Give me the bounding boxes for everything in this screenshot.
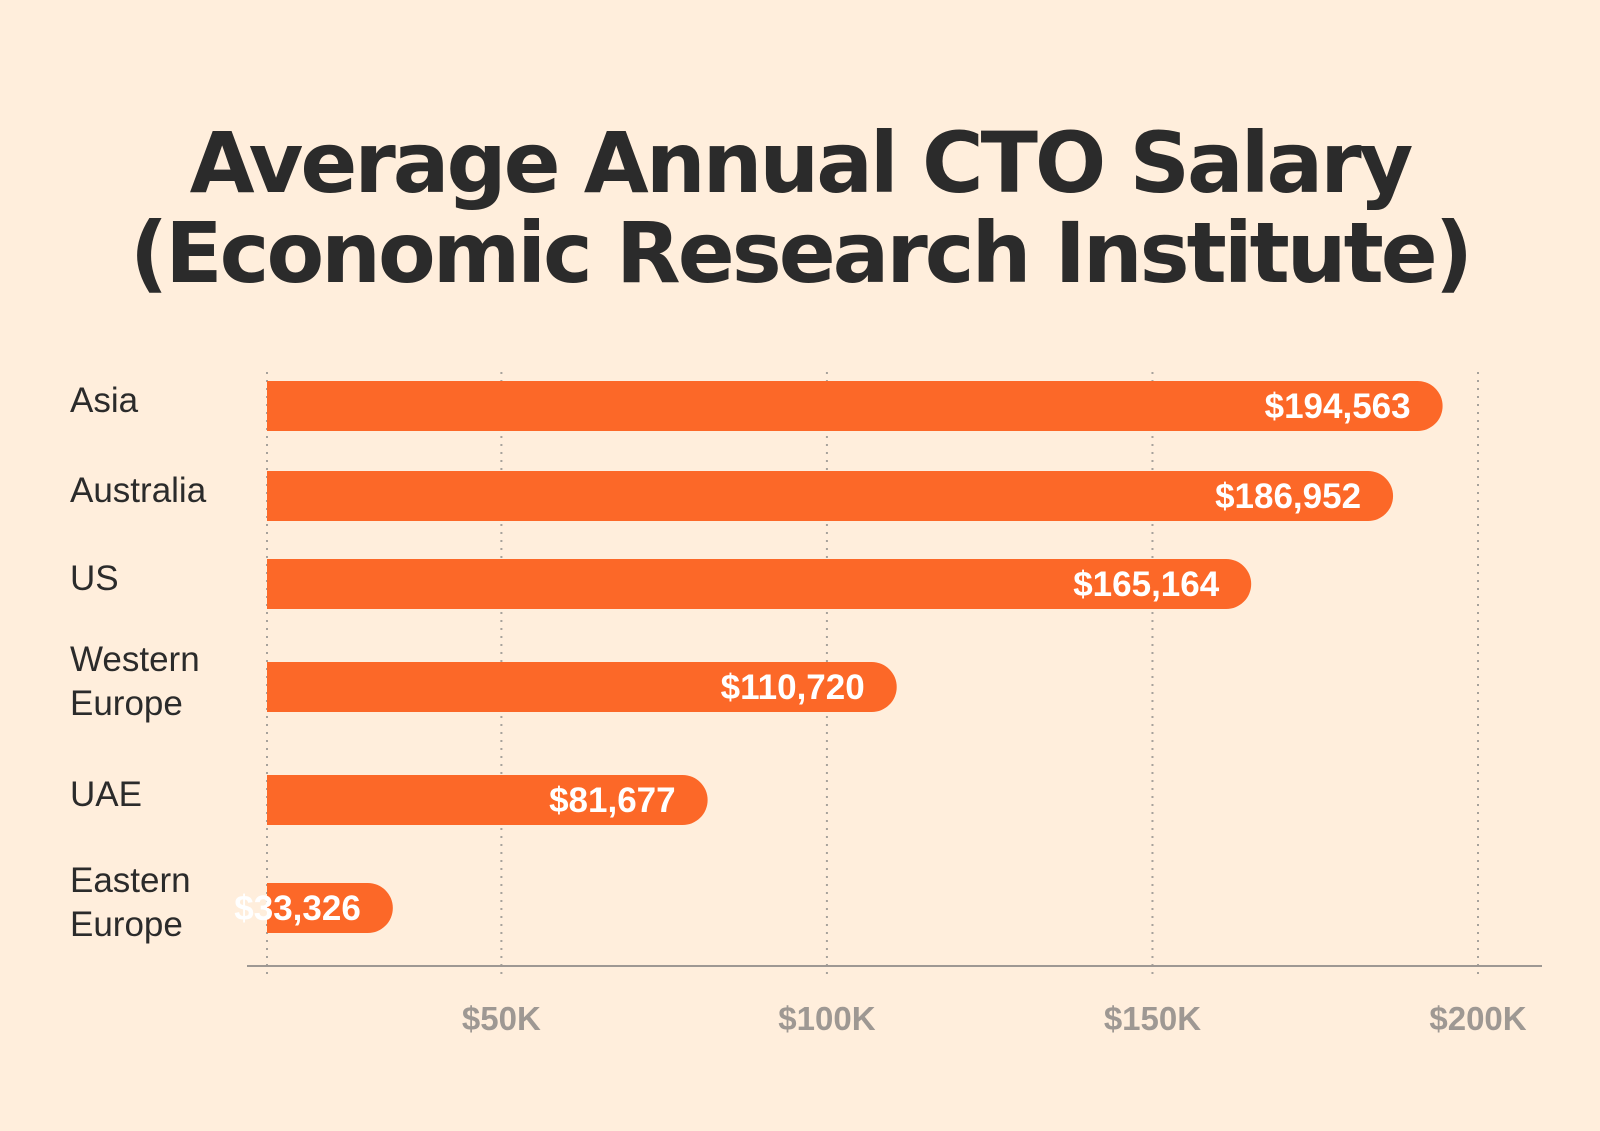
chart-title-line-1: Average Annual CTO Salary — [189, 114, 1414, 212]
bar-value-label: $81,677 — [549, 781, 676, 820]
category-label: Asia — [70, 379, 138, 423]
bar — [267, 775, 708, 825]
category-label-line: Europe — [70, 905, 183, 944]
x-tick-label: $150K — [1103, 1000, 1202, 1037]
x-tick-label: $200K — [1429, 1000, 1527, 1037]
category-label: US — [70, 557, 119, 601]
category-label-line: Asia — [70, 381, 139, 420]
category-label-line: Australia — [70, 471, 207, 510]
bar-value-label: $194,563 — [1265, 387, 1411, 426]
bar-value-label: $110,720 — [721, 668, 865, 707]
x-tick-label: $100K — [778, 1000, 876, 1037]
category-label-line: Western — [70, 640, 200, 679]
bar — [267, 471, 1394, 521]
bar — [267, 662, 897, 712]
category-label-line: Eastern — [70, 861, 191, 900]
bar-value-label: $33,326 — [234, 889, 361, 928]
category-label-line: UAE — [70, 775, 142, 814]
category-label-line: US — [70, 559, 119, 598]
chart-title: Average Annual CTO Salary (Economic Rese… — [0, 118, 1600, 298]
category-label: Australia — [70, 469, 206, 513]
category-label: Western Europe — [70, 638, 200, 726]
chart-title-line-2: (Economic Research Institute) — [129, 204, 1473, 302]
bar-value-label: $165,164 — [1073, 565, 1220, 604]
category-label-line: Europe — [70, 684, 183, 723]
bar — [267, 883, 393, 933]
bar — [267, 381, 1443, 431]
bar-value-label: $186,952 — [1215, 477, 1361, 516]
category-label: UAE — [70, 773, 142, 817]
category-label: Eastern Europe — [70, 859, 191, 947]
bar — [267, 559, 1252, 609]
x-tick-label: $50K — [461, 1000, 541, 1037]
